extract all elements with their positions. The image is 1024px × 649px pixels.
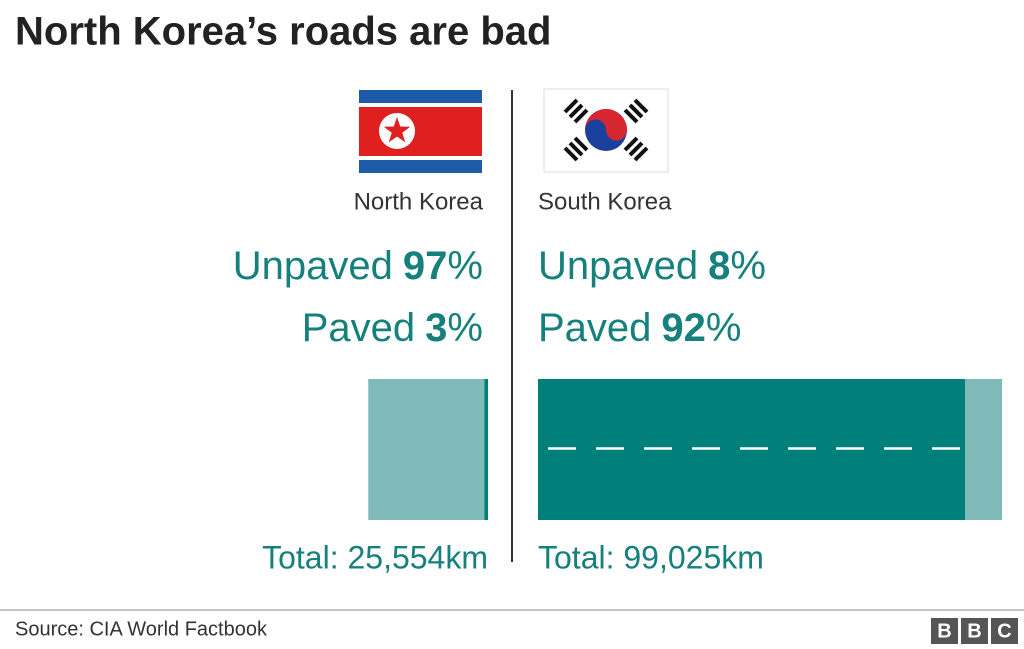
source: Source: CIA World Factbook: [15, 618, 268, 640]
unit: %: [447, 244, 483, 288]
unpaved-segment: [368, 379, 485, 520]
series-name: Unpaved: [538, 244, 698, 288]
logo-letter: B: [967, 620, 981, 642]
country-label: South Korea: [538, 188, 672, 215]
paved-segment: [484, 379, 488, 520]
share-value: 8: [708, 244, 730, 288]
share-value: 92: [661, 306, 706, 350]
logo-box: [931, 618, 958, 644]
series-name: Paved: [538, 306, 651, 350]
logo-box: [991, 618, 1018, 644]
unpaved-segment: [964, 379, 1003, 520]
flag-south-korea: [543, 88, 669, 173]
country-label: North Korea: [354, 188, 484, 215]
share-label: Paved 92%: [538, 306, 742, 350]
flag-north-korea: [359, 90, 482, 173]
series-name: Paved: [302, 306, 415, 350]
share-value: 97: [403, 244, 448, 288]
total-label: Total: 99,025km: [538, 539, 764, 575]
unit: %: [706, 306, 742, 350]
logo-box: [961, 618, 988, 644]
share-label: Unpaved 8%: [538, 244, 766, 288]
logo-letter: B: [937, 620, 951, 642]
total-label: Total: 25,554km: [262, 539, 488, 575]
unit: %: [447, 306, 483, 350]
share-label: Paved 3%: [302, 306, 483, 350]
series-name: Unpaved: [233, 244, 393, 288]
share-value: 3: [425, 306, 447, 350]
share-label: Unpaved 97%: [233, 244, 483, 288]
unit: %: [730, 244, 766, 288]
chart-title: North Korea’s roads are bad: [15, 10, 551, 54]
logo-letter: C: [997, 620, 1011, 642]
